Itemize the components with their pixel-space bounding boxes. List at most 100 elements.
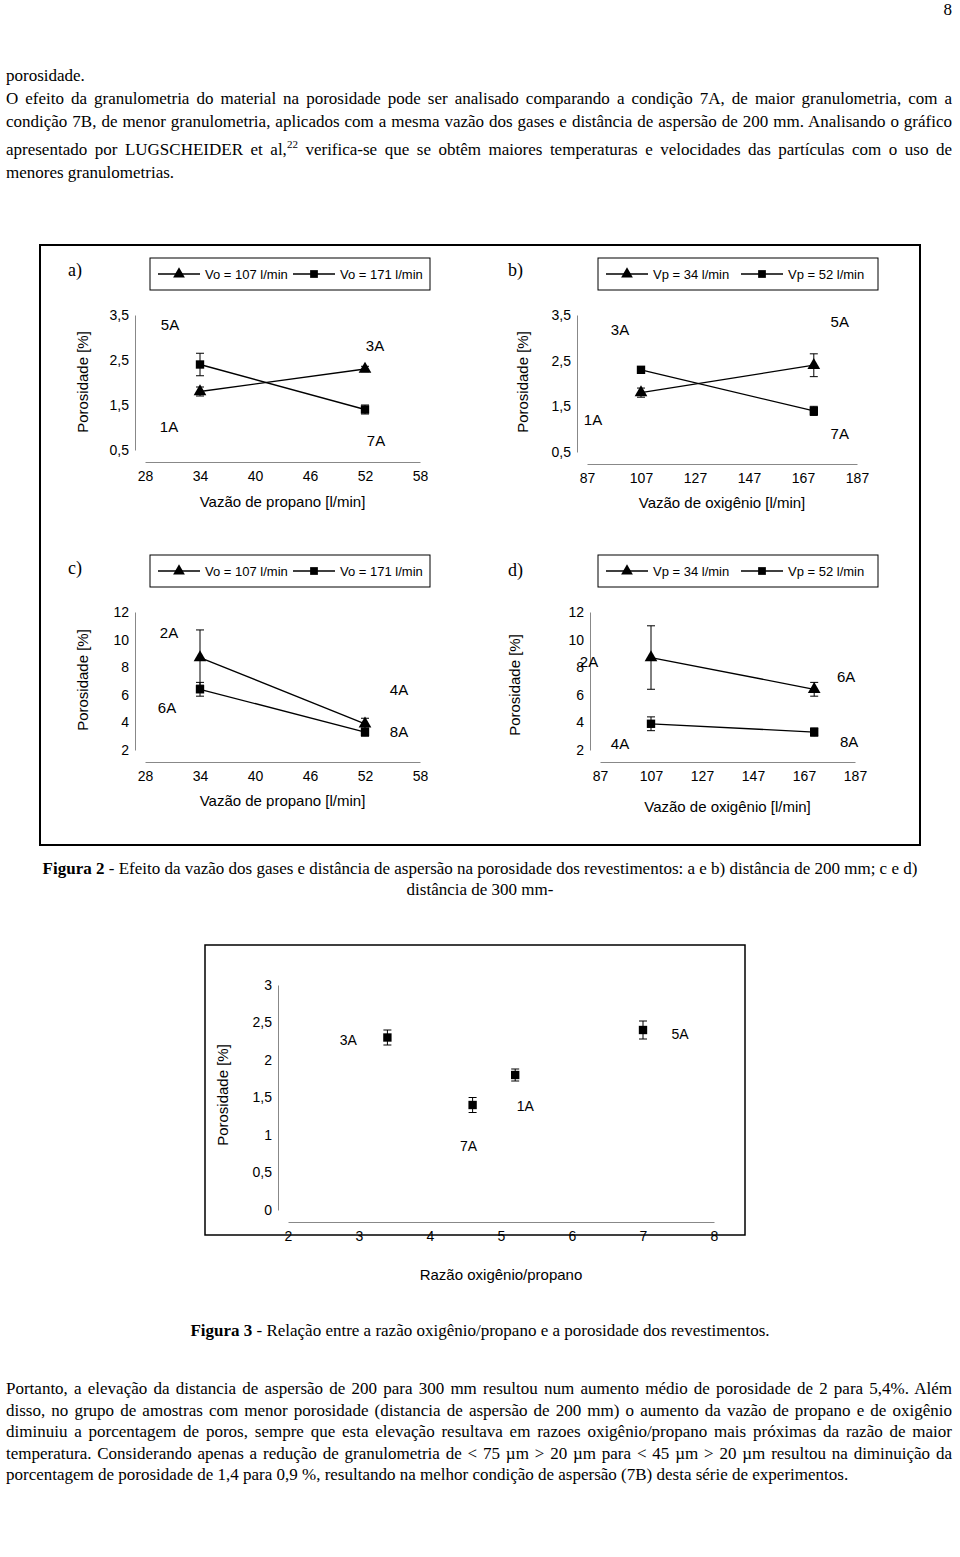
point-label: 5A <box>161 316 179 333</box>
x-tick-label: 58 <box>413 768 429 784</box>
x-axis-line <box>146 462 421 463</box>
x-axis-line <box>588 464 858 465</box>
x-tick: 58 <box>413 762 429 784</box>
error-bar <box>469 1098 477 1113</box>
point-label: 1A <box>517 1098 535 1114</box>
error-bar-cap <box>383 1030 391 1031</box>
x-tick: 167 <box>793 762 817 784</box>
x-tick-label: 46 <box>303 468 319 484</box>
y-tick: 3,5 <box>110 307 135 323</box>
error-bar-cap <box>196 353 204 354</box>
caption-text: - Relação entre a razão oxigênio/propano… <box>252 1321 769 1340</box>
x-tick: 28 <box>138 462 154 484</box>
y-axis: 24681012 <box>113 604 135 758</box>
data-point <box>635 385 648 396</box>
legend-box <box>598 258 878 290</box>
x-axis-title: Vazão de oxigênio [l/min] <box>644 798 811 815</box>
y-axis-title: Porosidade [%] <box>514 331 531 433</box>
legend: Vo = 107 l/minVo = 171 l/min <box>150 258 430 290</box>
page-number: 8 <box>944 0 953 20</box>
point-label: 1A <box>584 411 602 428</box>
error-bar-cap <box>511 1069 519 1070</box>
x-tick-label: 87 <box>580 470 596 486</box>
y-axis: 00,511,522,53 <box>253 977 279 1218</box>
y-tick-label: 10 <box>113 632 129 648</box>
x-tick-label: 58 <box>413 468 429 484</box>
y-tick: 1,5 <box>110 397 135 413</box>
x-axis-title: Razão oxigênio/propano <box>420 1266 583 1283</box>
error-bar <box>361 405 369 414</box>
y-axis-line <box>577 316 578 453</box>
paragraph: O efeito da granulometria do material na… <box>6 87 952 184</box>
caption: Figura 2 - Efeito da vazão dos gases e d… <box>40 858 920 900</box>
series-line <box>200 658 365 724</box>
x-tick: 7 <box>640 1222 648 1244</box>
legend: Vp = 34 l/minVp = 52 l/min <box>598 258 878 290</box>
legend: Vo = 107 l/minVo = 171 l/min <box>150 555 430 587</box>
plot-area <box>635 354 821 416</box>
x-tick-label: 167 <box>792 470 816 486</box>
legend-marker <box>758 567 766 575</box>
y-axis: 0,5 1,5 2,5 3,5 <box>110 307 136 458</box>
figure-frame <box>40 245 920 845</box>
data-point <box>468 1101 476 1109</box>
series-line <box>641 370 814 411</box>
point-label: 8A <box>390 723 408 740</box>
x-tick: 40 <box>248 462 264 484</box>
x-tick: 4 <box>427 1222 435 1244</box>
x-tick: 87 <box>593 762 609 784</box>
x-tick-label: 2 <box>285 1228 293 1244</box>
point-label: 3A <box>366 337 384 354</box>
x-tick-label: 34 <box>193 768 209 784</box>
point-label: 6A <box>158 699 176 716</box>
error-bar-cap <box>469 1097 477 1098</box>
y-tick-label: 0,5 <box>253 1164 273 1180</box>
series-line <box>641 365 814 392</box>
point-label: 5A <box>831 313 849 330</box>
legend-label: Vo = 171 l/min <box>340 267 423 282</box>
y-axis-line <box>278 986 279 1211</box>
chart: 8710712714716718724681012d)Vazão de oxig… <box>506 555 878 815</box>
x-tick: 46 <box>303 762 319 784</box>
y-tick: 2,5 <box>110 352 135 368</box>
x-tick: 52 <box>358 462 374 484</box>
y-tick-label: 1,5 <box>253 1089 273 1105</box>
legend-label: Vo = 107 l/min <box>205 564 288 579</box>
y-tick-label: 12 <box>113 604 129 620</box>
x-tick-label: 167 <box>793 768 817 784</box>
y-tick: 0,5 <box>552 444 577 460</box>
data-point <box>383 1033 391 1041</box>
y-tick: 0,5 <box>110 442 135 458</box>
point-label: 5A <box>671 1026 689 1042</box>
x-tick: 107 <box>630 464 654 486</box>
x-tick: 167 <box>792 464 816 486</box>
error-bar-cap <box>810 415 818 416</box>
series-line <box>200 365 365 410</box>
y-tick: 2,5 <box>552 353 577 369</box>
error-bar-cap <box>511 1081 519 1082</box>
y-tick: 4 <box>121 714 135 730</box>
series-line <box>651 658 814 690</box>
x-tick-label: 40 <box>248 468 264 484</box>
y-axis-title: Porosidade [%] <box>506 634 523 736</box>
data-point <box>196 685 204 693</box>
error-bar-cap <box>469 1112 477 1113</box>
x-tick: 28 <box>138 762 154 784</box>
x-tick-label: 52 <box>358 468 374 484</box>
y-tick-label: 1 <box>264 1127 272 1143</box>
y-axis-title: Porosidade [%] <box>74 629 91 731</box>
error-bar <box>383 1030 391 1045</box>
data-point <box>361 728 369 736</box>
y-tick: 3,5 <box>552 307 577 323</box>
legend-label: Vp = 52 l/min <box>788 564 864 579</box>
y-axis-title: Porosidade [%] <box>214 1044 231 1146</box>
y-tick-label: 6 <box>121 687 129 703</box>
y-tick-label: 3 <box>264 977 272 993</box>
data-point <box>647 720 655 728</box>
x-tick: 127 <box>691 762 715 784</box>
y-tick-label: 8 <box>121 659 129 675</box>
y-tick-label: 0 <box>264 1202 272 1218</box>
point-label: 4A <box>611 735 629 752</box>
point-label: 7A <box>831 425 849 442</box>
x-tick: 187 <box>846 464 870 486</box>
